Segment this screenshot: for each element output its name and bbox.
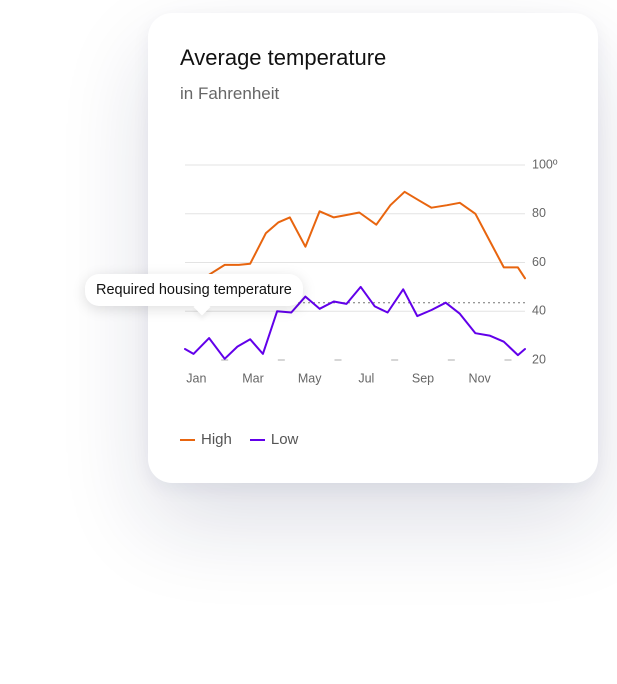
data-point-low: [360, 286, 362, 288]
data-point-low: [474, 332, 476, 334]
data-point-low: [224, 358, 226, 360]
data-point-high: [459, 202, 461, 204]
y-tick-label: 40: [532, 304, 546, 318]
data-point-high: [517, 266, 519, 268]
data-point-high: [404, 191, 406, 193]
legend-item-high: High: [180, 431, 232, 448]
x-tick-label: Sep: [412, 371, 434, 385]
chart-legend: High Low: [180, 431, 298, 448]
data-point-low: [184, 348, 186, 350]
chart-title: Average temperature: [180, 45, 387, 70]
x-tick-label: Mar: [242, 371, 264, 385]
data-point-low: [517, 354, 519, 356]
data-point-low: [431, 309, 433, 311]
legend-swatch: [180, 438, 195, 441]
data-point-low: [333, 301, 335, 303]
data-point-high: [265, 232, 267, 234]
data-point-low: [387, 312, 389, 314]
data-point-high: [304, 246, 306, 248]
data-point-low: [249, 338, 251, 340]
data-point-low: [208, 337, 210, 339]
data-point-high: [524, 277, 526, 279]
data-point-high: [489, 240, 491, 242]
data-point-high: [474, 213, 476, 215]
y-tick-label: 20: [532, 352, 546, 366]
chart-subtitle: in Fahrenheit: [180, 84, 280, 103]
data-point-high: [333, 216, 335, 218]
tooltip-text: Required housing temperature: [96, 282, 292, 298]
y-tick-label: 60: [532, 255, 546, 269]
data-point-high: [375, 224, 377, 226]
data-point-low: [459, 313, 461, 315]
grid-lines: [185, 164, 525, 361]
y-tick-label: 80: [532, 206, 546, 220]
y-tick-labels: 20 40 60 80 100º: [532, 157, 558, 366]
x-tick-label: Jan: [186, 371, 206, 385]
data-point-high: [238, 264, 240, 266]
legend-swatch: [249, 438, 265, 441]
data-point-high: [431, 207, 433, 209]
x-tick-labels: Jan Mar May Jul Sep Nov: [186, 371, 491, 385]
x-tick-label: May: [298, 371, 322, 385]
line-chart: 20 40 60 80 100º Jan Mar May Jul Sep Nov: [184, 157, 558, 385]
data-point-low: [402, 288, 404, 290]
threshold-tooltip: Required housing temperature: [85, 274, 303, 316]
data-point-high: [319, 210, 321, 212]
legend-label: Low: [270, 431, 299, 448]
series-line-high: [195, 190, 526, 283]
chart-card: Average temperature in Fahrenheit 20 40 60…: [148, 13, 598, 483]
data-point-high: [358, 212, 360, 214]
data-point-high: [389, 204, 391, 206]
series-layer: [184, 190, 526, 360]
data-point-low: [524, 348, 526, 350]
data-point-high: [289, 216, 291, 218]
data-point-high: [224, 264, 226, 266]
data-point-low: [489, 335, 491, 337]
data-point-high: [346, 214, 348, 216]
data-point-high: [446, 204, 448, 206]
data-point-high: [249, 263, 251, 265]
data-point-low: [290, 312, 292, 314]
data-point-low: [416, 315, 418, 317]
data-point-low: [319, 308, 321, 310]
x-tick-label: Nov: [469, 371, 492, 385]
data-point-low: [346, 303, 348, 305]
data-point-high: [418, 199, 420, 201]
y-tick-label: 100º: [532, 157, 558, 171]
data-point-low: [503, 341, 505, 343]
data-point-high: [278, 221, 280, 223]
legend-label: High: [201, 431, 232, 448]
x-tick-label: Jul: [358, 371, 374, 385]
data-point-low: [445, 302, 447, 304]
data-point-high: [503, 266, 505, 268]
data-point-low: [193, 353, 195, 355]
data-point-low: [276, 310, 278, 312]
legend-item-low: Low: [249, 431, 299, 448]
series-line-low: [184, 285, 526, 360]
data-point-low: [262, 353, 264, 355]
data-point-low: [236, 346, 238, 348]
data-point-low: [374, 305, 376, 307]
data-point-low: [304, 296, 306, 298]
